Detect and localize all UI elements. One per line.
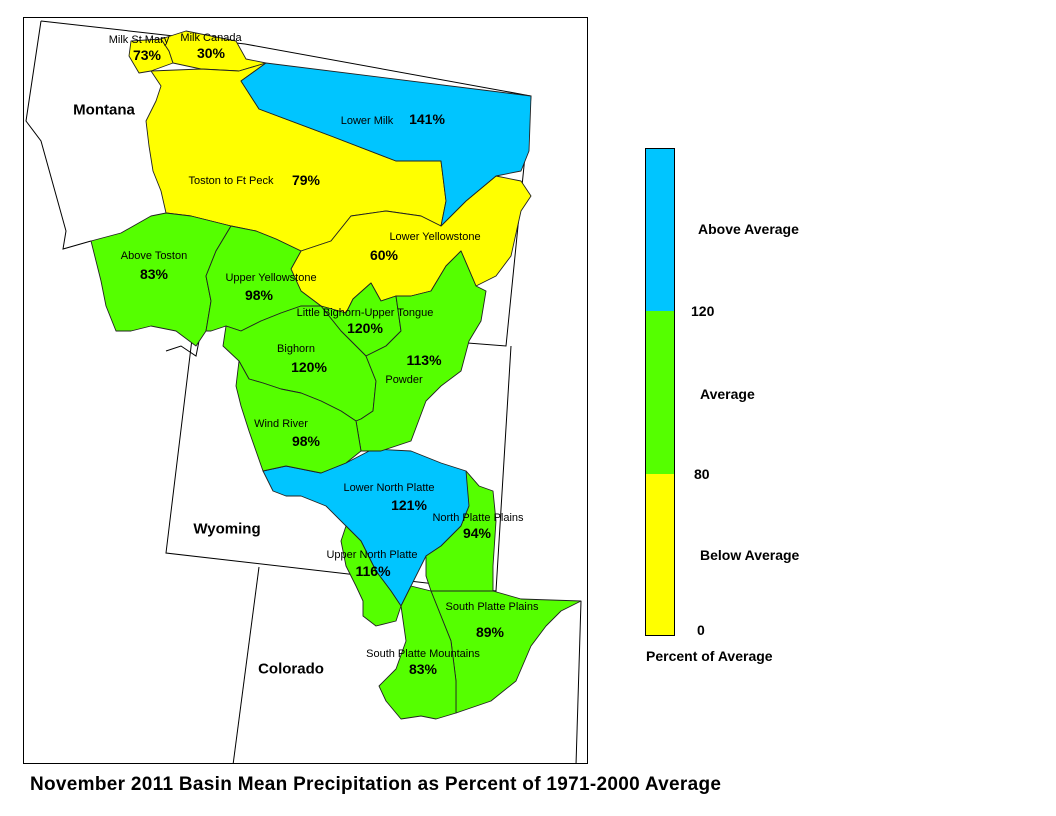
map-frame: Montana Wyoming Colorado Milk St Mary 73… xyxy=(23,17,588,764)
basin-pct-milk-canada: 30% xyxy=(196,45,226,61)
basin-pct-lower-yellowstone: 60% xyxy=(369,247,399,263)
wyoming-border xyxy=(165,305,512,592)
basin-name-milk-st-mary: Milk St Mary xyxy=(108,34,170,46)
basin-pct-lower-milk: 141% xyxy=(409,111,445,127)
basin-name-above-toston: Above Toston xyxy=(120,250,188,262)
state-label-wyoming: Wyoming xyxy=(193,520,261,538)
basin-name-upper-yellowstone: Upper Yellowstone xyxy=(225,272,317,284)
basin-upper-north-platte[interactable] xyxy=(340,525,402,627)
legend-swatch-average xyxy=(646,311,674,474)
basin-pct-upper-north-platte: 116% xyxy=(355,563,391,579)
basin-lower-milk[interactable] xyxy=(240,62,532,227)
legend-label-average: Average xyxy=(700,386,755,402)
colorado-east-border xyxy=(575,600,582,763)
basin-pct-toston-to-ft-peck: 79% xyxy=(291,172,321,188)
map-title: November 2011 Basin Mean Precipitation a… xyxy=(30,774,722,795)
basin-pct-lower-north-platte: 121% xyxy=(391,497,427,513)
basin-name-lower-yellowstone: Lower Yellowstone xyxy=(389,231,481,243)
basin-name-little-bighorn-upper-tongue: Little Bighorn-Upper Tongue xyxy=(296,307,434,319)
basin-name-wind-river: Wind River xyxy=(254,418,308,430)
basin-pct-south-platte-plains: 89% xyxy=(475,624,505,640)
legend-label-below: Below Average xyxy=(700,547,800,563)
basin-pct-above-toston: 83% xyxy=(139,266,169,282)
basin-pct-north-platte-plains: 94% xyxy=(462,525,492,541)
basin-pct-bighorn: 120% xyxy=(291,359,327,375)
legend-swatch-above xyxy=(646,149,674,311)
colorado-border xyxy=(232,566,260,763)
legend-tick-0: 0 xyxy=(697,622,705,638)
basin-name-south-platte-mountains: South Platte Mountains xyxy=(366,648,480,660)
basin-name-toston-to-ft-peck: Toston to Ft Peck xyxy=(188,175,274,187)
basin-map xyxy=(25,20,582,763)
basin-wind-river[interactable] xyxy=(235,360,362,474)
basin-pct-south-platte-mountains: 83% xyxy=(408,661,438,677)
legend-tick-120: 120 xyxy=(691,303,715,319)
basin-pct-little-bighorn-upper-tongue: 120% xyxy=(347,320,383,336)
basin-name-bighorn: Bighorn xyxy=(277,343,315,355)
state-label-colorado: Colorado xyxy=(258,660,324,678)
legend-swatch-below xyxy=(646,474,674,635)
basin-pct-milk-st-mary: 73% xyxy=(132,47,162,63)
legend-label-above: Above Average xyxy=(698,221,799,237)
state-label-montana: Montana xyxy=(73,101,135,119)
basin-name-lower-north-platte: Lower North Platte xyxy=(343,482,435,494)
basin-pct-wind-river: 98% xyxy=(291,433,321,449)
legend-caption: Percent of Average xyxy=(646,648,773,664)
basin-name-milk-canada: Milk Canada xyxy=(180,32,242,44)
basin-name-lower-milk: Lower Milk xyxy=(340,115,394,127)
legend-tick-80: 80 xyxy=(694,466,710,482)
basin-name-north-platte-plains: North Platte Plains xyxy=(432,512,524,524)
basin-powder[interactable] xyxy=(355,250,487,452)
legend-color-bar xyxy=(645,148,675,636)
basin-name-upper-north-platte: Upper North Platte xyxy=(326,549,418,561)
basin-pct-upper-yellowstone: 98% xyxy=(244,287,274,303)
basin-pct-powder: 113% xyxy=(406,352,442,368)
basin-name-powder: Powder xyxy=(385,374,423,386)
basin-name-south-platte-plains: South Platte Plains xyxy=(445,601,539,613)
basin-south-platte-mountains[interactable] xyxy=(378,585,457,720)
montana-western-edge xyxy=(25,20,92,250)
